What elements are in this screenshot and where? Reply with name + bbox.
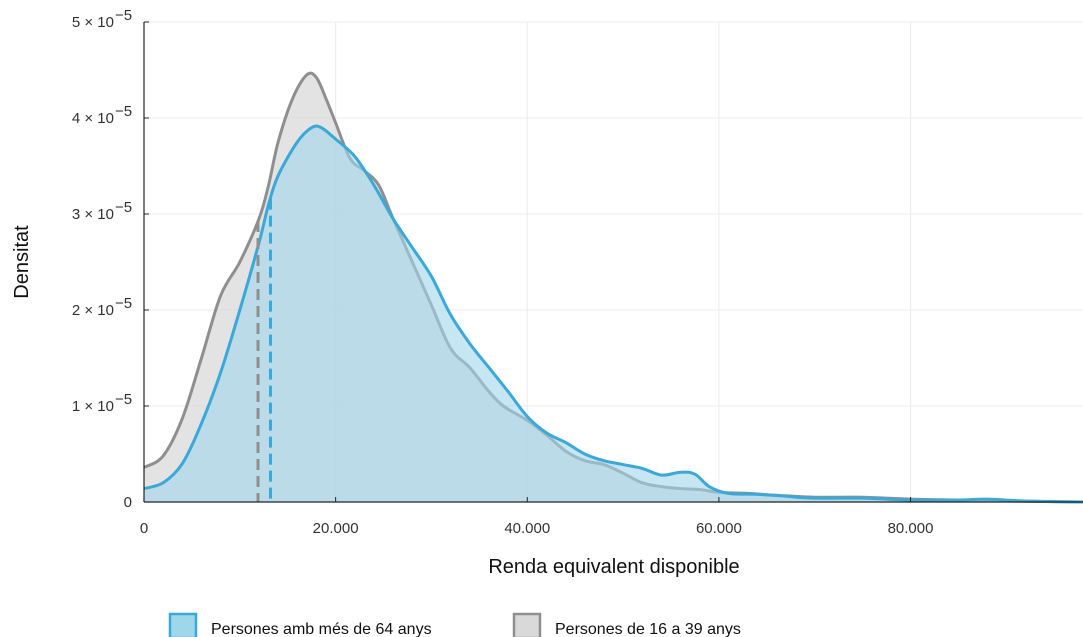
y-tick-label: 0 bbox=[124, 494, 132, 511]
x-tick-label: 20.000 bbox=[313, 520, 359, 537]
y-tick-exponent: −5 bbox=[115, 295, 132, 312]
density-line-over-64 bbox=[143, 124, 1083, 504]
y-tick-label: 1 × 10 bbox=[72, 398, 114, 415]
x-axis-title: Renda equivalent disponible bbox=[488, 556, 739, 578]
y-tick-exponent: −5 bbox=[115, 391, 132, 408]
x-tick-label: 80.000 bbox=[888, 520, 934, 537]
y-tick-label: 2 × 10 bbox=[72, 302, 114, 319]
y-tick-exponent: −5 bbox=[115, 103, 132, 120]
y-tick-exponent: −5 bbox=[115, 199, 132, 216]
density-series bbox=[143, 71, 1083, 504]
median-lines bbox=[256, 198, 272, 502]
legend-swatch-16-39 bbox=[512, 612, 542, 637]
y-tick-label: 5 × 10 bbox=[72, 14, 114, 31]
x-tick-label: 0 bbox=[140, 520, 148, 537]
legend-label-over-64: Persones amb més de 64 anys bbox=[211, 621, 432, 637]
y-axis-title: Densitat bbox=[11, 225, 33, 299]
legend-label-16-39: Persones de 16 a 39 anys bbox=[555, 621, 741, 637]
y-tick-exponent: −5 bbox=[115, 7, 132, 24]
x-tick-label: 40.000 bbox=[504, 520, 550, 537]
x-tick-label: 60.000 bbox=[696, 520, 742, 537]
axes bbox=[143, 22, 1083, 503]
legend: Persones amb més de 64 anys Persones de … bbox=[168, 612, 741, 637]
density-area-over-64 bbox=[144, 125, 1083, 502]
y-tick-label: 4 × 10 bbox=[72, 110, 114, 127]
y-tick-label: 3 × 10 bbox=[72, 206, 114, 223]
legend-swatch-over-64 bbox=[168, 612, 198, 637]
